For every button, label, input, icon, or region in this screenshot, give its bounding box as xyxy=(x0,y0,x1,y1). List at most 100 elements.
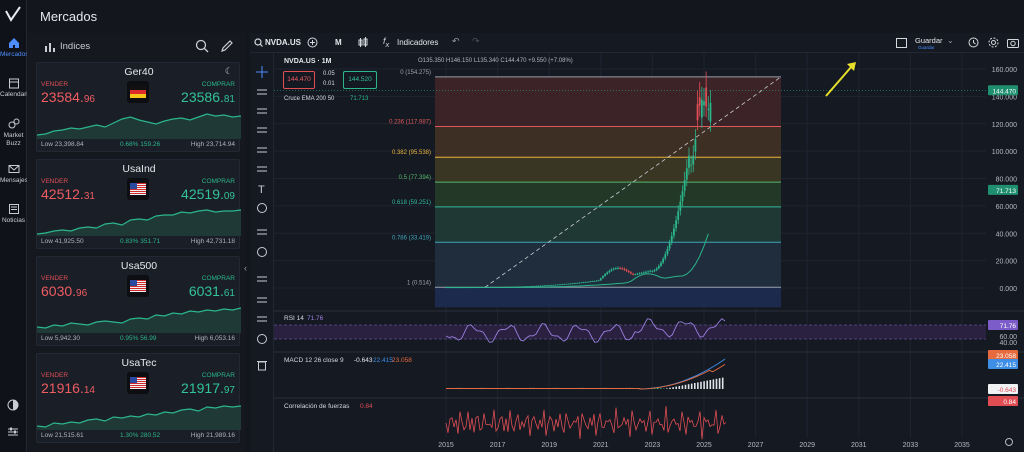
macd-bar xyxy=(678,386,681,389)
symbol-selector[interactable]: NVDA.US xyxy=(265,38,302,47)
layout-icon[interactable] xyxy=(896,38,907,48)
edit-icon[interactable] xyxy=(220,39,234,53)
macd-bar xyxy=(697,382,699,389)
pencil-lock-icon[interactable] xyxy=(256,294,268,306)
eye-icon[interactable] xyxy=(256,333,268,345)
buy-price-decimals: 61 xyxy=(223,288,235,299)
search-icon[interactable] xyxy=(254,38,263,47)
arrow-head xyxy=(847,62,856,71)
candle xyxy=(709,102,712,122)
rail-item-noticias[interactable]: Noticias xyxy=(0,203,27,225)
candle xyxy=(645,271,647,273)
buy-price[interactable]: 6031.61 xyxy=(189,283,235,299)
crosshair-icon[interactable] xyxy=(256,66,268,78)
trend-line[interactable] xyxy=(484,76,782,288)
candle xyxy=(610,269,613,271)
candle xyxy=(688,155,690,168)
markets-panel: Indices Ger40 ☾ VENDER COMPRAR 23584.96 … xyxy=(27,33,245,452)
indicators-button[interactable]: Indicadores xyxy=(397,38,439,47)
sell-price[interactable]: 23584.96 xyxy=(41,89,95,105)
candle xyxy=(563,284,566,285)
ema-line xyxy=(446,233,709,288)
rsi-line xyxy=(445,318,726,343)
market-card-usatec[interactable]: UsaTec ☾ VENDER COMPRAR 21916.14 21917.9… xyxy=(36,353,241,443)
year-axis-label: 2029 xyxy=(799,442,815,449)
zoom-icon[interactable] xyxy=(256,246,268,258)
price-axis-label: 140.000 xyxy=(992,94,1017,101)
sell-price[interactable]: 42512.31 xyxy=(41,186,95,202)
axis-settings-icon[interactable] xyxy=(1005,438,1013,446)
sell-price-decimals: 96 xyxy=(83,94,95,105)
trash-icon[interactable] xyxy=(256,359,268,371)
undo-icon[interactable]: ↶ xyxy=(452,36,460,46)
rsi-level-label: 60.00 xyxy=(999,334,1017,341)
market-card-usa500[interactable]: Usa500 ☾ VENDER COMPRAR 6030.96 6031.61 … xyxy=(36,256,241,346)
line-icon[interactable] xyxy=(256,86,268,98)
candle xyxy=(522,286,525,288)
change-value: 1.30% 280.52 xyxy=(120,432,161,439)
sell-label: VENDER xyxy=(41,178,69,185)
market-card-ger40[interactable]: Ger40 ☾ VENDER COMPRAR 23584.96 23586.81… xyxy=(36,62,241,152)
alert-clock-icon[interactable] xyxy=(968,37,979,48)
flag-icon xyxy=(127,372,149,394)
macd-bar xyxy=(709,380,712,389)
theme-toggle-icon[interactable] xyxy=(7,399,19,411)
nodes-icon[interactable] xyxy=(256,124,268,136)
rail-item-mensajes[interactable]: Mensajes xyxy=(0,163,28,185)
rail-label: Noticias xyxy=(1,217,26,224)
text-icon[interactable]: T xyxy=(256,183,268,195)
magnet-icon[interactable] xyxy=(256,273,268,285)
chevron-down-icon[interactable]: ⌄ xyxy=(947,36,954,45)
hlines-icon[interactable] xyxy=(256,105,268,117)
candle xyxy=(681,191,684,202)
arrow-annotation[interactable] xyxy=(825,65,853,97)
candle xyxy=(580,282,583,284)
settings-sliders-icon[interactable] xyxy=(7,426,19,438)
mail-icon xyxy=(8,165,19,173)
bar-chart-icon xyxy=(45,43,55,52)
save-button[interactable]: Guardar xyxy=(915,36,943,45)
candle xyxy=(584,281,587,283)
candle xyxy=(649,270,652,272)
buy-price[interactable]: 21917.97 xyxy=(181,380,235,396)
fx-icon: fx xyxy=(383,36,390,49)
buy-price-box[interactable]: 144.520 xyxy=(343,71,377,89)
chart-canvas[interactable]: 0 (154.275) 0.236 (117.987) 0.382 (95.538)… xyxy=(274,53,1024,452)
rail-item-market-buzz[interactable]: Market Buzz xyxy=(0,118,27,148)
add-symbol-icon[interactable] xyxy=(307,37,318,48)
buy-price-decimals: 09 xyxy=(223,191,235,202)
buy-price[interactable]: 23586.81 xyxy=(181,89,235,105)
buy-price-decimals: 97 xyxy=(223,385,235,396)
macd-bar xyxy=(656,387,659,389)
fib-level-label: 1 (0.514) xyxy=(407,280,431,286)
sell-price[interactable]: 6030.96 xyxy=(41,283,87,299)
corr-tag: 0.84 xyxy=(988,396,1018,406)
year-axis-label: 2021 xyxy=(593,442,609,449)
candle xyxy=(660,262,662,266)
camera-icon[interactable] xyxy=(1007,37,1019,48)
sell-price-box[interactable]: 144.470 xyxy=(283,71,315,89)
candle xyxy=(606,272,609,275)
smile-icon[interactable] xyxy=(256,202,268,214)
gear-icon[interactable] xyxy=(988,37,999,48)
candles-icon[interactable] xyxy=(358,37,368,48)
svg-text:71.713: 71.713 xyxy=(996,188,1016,195)
brush-icon[interactable] xyxy=(256,163,268,175)
collapse-chevron-icon[interactable]: ‹ xyxy=(244,263,247,273)
buy-price[interactable]: 42519.09 xyxy=(181,186,235,202)
redo-icon[interactable]: ↷ xyxy=(472,36,480,46)
interval-button[interactable]: M xyxy=(335,38,342,47)
sell-price[interactable]: 21916.14 xyxy=(41,380,95,396)
macd-bar xyxy=(666,388,668,389)
rail-item-mercados[interactable]: Mercados xyxy=(0,37,29,59)
search-icon[interactable] xyxy=(195,39,209,53)
ruler-icon[interactable] xyxy=(256,226,268,238)
lock-icon[interactable] xyxy=(256,313,268,325)
rail-item-calendario[interactable]: Calendario xyxy=(0,77,31,99)
channel-icon[interactable] xyxy=(256,144,268,156)
candle xyxy=(636,273,639,275)
candle xyxy=(703,101,705,106)
market-card-usaind[interactable]: UsaInd ☾ VENDER COMPRAR 42512.31 42519.0… xyxy=(36,159,241,249)
candle xyxy=(683,180,686,191)
candle xyxy=(556,284,559,286)
